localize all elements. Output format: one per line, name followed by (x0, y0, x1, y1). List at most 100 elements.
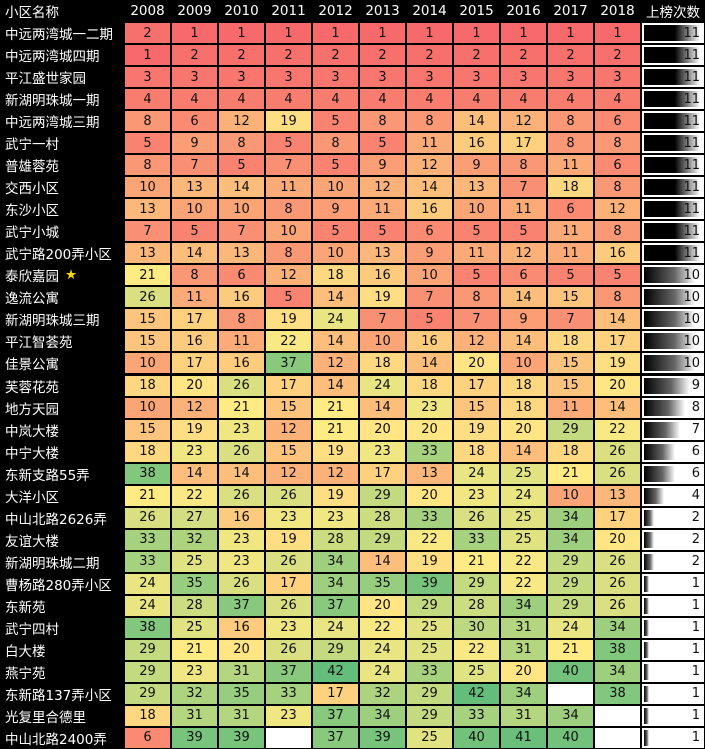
row-name: 武宁小城 (1, 221, 123, 242)
rank-cell: 6 (172, 111, 217, 132)
rank-cell: 8 (172, 265, 217, 286)
count-cell: 11 (642, 199, 704, 220)
rank-cell: 26 (595, 551, 640, 572)
rank-cell: 14 (313, 287, 358, 308)
rank-cell: 25 (407, 727, 452, 748)
rank-cell: 1 (501, 23, 546, 44)
rank-cell: 1 (125, 45, 170, 66)
count-cell: 6 (642, 441, 704, 462)
rank-cell: 20 (595, 529, 640, 550)
rank-cell: 38 (595, 639, 640, 660)
count-bar (644, 531, 655, 548)
rank-cell: 7 (454, 309, 499, 330)
rank-cell: 19 (172, 419, 217, 440)
rank-cell: 8 (454, 287, 499, 308)
rank-cell: 5 (313, 155, 358, 176)
count-cell: 1 (642, 727, 704, 748)
rank-cell: 11 (548, 221, 593, 242)
rank-cell: 10 (172, 199, 217, 220)
count-cell: 11 (642, 133, 704, 154)
rank-cell: 23 (266, 507, 311, 528)
row-name: 平江智荟苑 (1, 331, 123, 352)
column-header-year: 2013 (360, 1, 405, 22)
rank-cell: 2 (454, 45, 499, 66)
rank-cell: 11 (454, 243, 499, 264)
count-cell: 9 (642, 375, 704, 396)
rank-cell: 15 (548, 287, 593, 308)
row-name: 地方天园 (1, 397, 123, 418)
row-name: 大洋小区 (1, 485, 123, 506)
rank-cell: 17 (172, 309, 217, 330)
rank-cell (595, 727, 640, 748)
rank-cell: 24 (313, 617, 358, 638)
count-bar (644, 245, 700, 262)
rank-cell: 21 (172, 639, 217, 660)
rank-cell: 2 (125, 23, 170, 44)
rank-cell: 29 (454, 573, 499, 594)
rank-cell: 29 (548, 419, 593, 440)
star-icon: ★ (65, 267, 78, 284)
rank-cell: 19 (266, 309, 311, 330)
row-name: 新湖明珠城三期 (1, 309, 123, 330)
rank-cell: 18 (360, 353, 405, 374)
rank-cell: 29 (407, 595, 452, 616)
rank-cell: 1 (219, 23, 264, 44)
rank-cell: 12 (501, 111, 546, 132)
count-bar (644, 267, 695, 284)
count-cell: 10 (642, 331, 704, 352)
rank-cell: 16 (407, 331, 452, 352)
count-bar (644, 641, 650, 658)
rank-cell: 8 (313, 133, 358, 154)
rank-cell: 18 (548, 441, 593, 462)
rank-cell: 8 (125, 111, 170, 132)
rank-cell: 6 (501, 265, 546, 286)
rank-cell: 11 (172, 287, 217, 308)
count-cell: 2 (642, 507, 704, 528)
rank-cell: 21 (548, 463, 593, 484)
row-name: 东沙小区 (1, 199, 123, 220)
rank-cell: 20 (501, 661, 546, 682)
rank-cell: 26 (266, 551, 311, 572)
rank-cell: 8 (407, 111, 452, 132)
rank-cell: 20 (219, 639, 264, 660)
count-cell: 6 (642, 463, 704, 484)
rank-cell: 20 (360, 419, 405, 440)
rank-cell: 14 (407, 353, 452, 374)
rank-cell: 19 (266, 529, 311, 550)
rank-cell: 8 (595, 177, 640, 198)
rank-cell: 37 (313, 727, 358, 748)
rank-cell: 14 (595, 309, 640, 330)
rank-cell: 7 (501, 177, 546, 198)
rank-cell: 3 (548, 67, 593, 88)
rank-cell: 17 (360, 463, 405, 484)
rank-cell: 13 (407, 463, 452, 484)
count-cell: 4 (642, 485, 704, 506)
rank-cell: 23 (266, 705, 311, 726)
rank-cell: 18 (501, 375, 546, 396)
rank-cell: 24 (360, 639, 405, 660)
rank-cell: 5 (125, 133, 170, 154)
rank-cell: 5 (407, 309, 452, 330)
row-name: 中岚大楼 (1, 419, 123, 440)
count-bar (644, 707, 650, 724)
count-cell: 11 (642, 111, 704, 132)
rank-cell: 3 (360, 67, 405, 88)
rank-cell: 23 (172, 441, 217, 462)
rank-cell: 19 (313, 485, 358, 506)
rank-cell: 33 (454, 705, 499, 726)
rank-cell: 15 (266, 441, 311, 462)
count-cell: 2 (642, 529, 704, 550)
rank-cell: 5 (313, 111, 358, 132)
rank-cell: 26 (266, 595, 311, 616)
rank-cell: 31 (219, 661, 264, 682)
count-cell: 11 (642, 89, 704, 110)
rank-cell: 18 (313, 265, 358, 286)
rank-cell: 33 (407, 661, 452, 682)
column-header-year: 2016 (501, 1, 546, 22)
rank-cell (548, 683, 593, 704)
rank-cell: 23 (266, 617, 311, 638)
rank-cell: 1 (313, 23, 358, 44)
rank-cell: 17 (266, 375, 311, 396)
count-bar (644, 443, 675, 460)
